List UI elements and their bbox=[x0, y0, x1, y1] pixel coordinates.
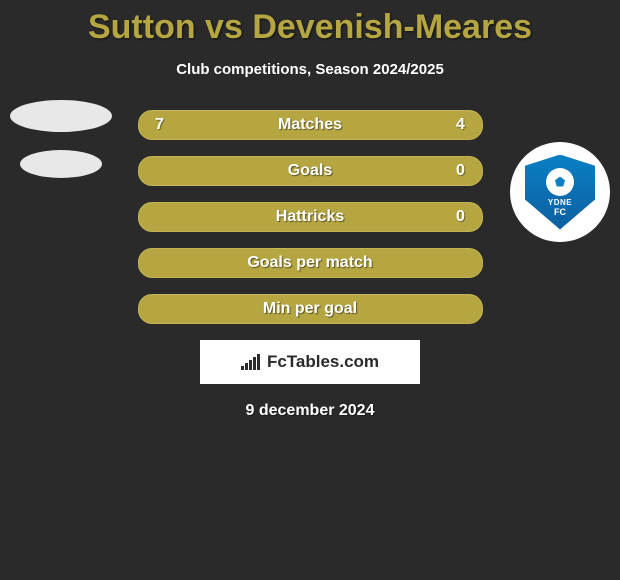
club-badge: YDNE FC bbox=[510, 142, 610, 242]
stat-right-value: 0 bbox=[454, 162, 468, 180]
player-right-badge: YDNE FC bbox=[510, 142, 610, 242]
stat-left-value: 7 bbox=[153, 116, 167, 134]
brand-bar bbox=[249, 360, 252, 370]
stat-label: Matches bbox=[278, 116, 342, 134]
page-subtitle: Club competitions, Season 2024/2025 bbox=[0, 61, 620, 78]
stat-row: Hattricks 0 bbox=[138, 202, 483, 232]
player-left-badge bbox=[10, 100, 110, 200]
brand-bar bbox=[241, 366, 244, 370]
stat-right-value: 0 bbox=[454, 208, 468, 226]
club-fc-text: FC bbox=[554, 207, 566, 217]
comparison-area: YDNE FC 7 Matches 4 Goals 0 Hattricks 0 Goals p… bbox=[0, 110, 620, 420]
stat-rows: 7 Matches 4 Goals 0 Hattricks 0 Goals per match… bbox=[138, 110, 483, 324]
page-title: Sutton vs Devenish-Meares bbox=[0, 8, 620, 47]
stat-label: Goals bbox=[288, 162, 332, 180]
stat-row: Goals per match bbox=[138, 248, 483, 278]
soccer-ball-icon bbox=[546, 168, 574, 196]
brand-box: FcTables.com bbox=[200, 340, 420, 384]
brand-bar bbox=[257, 354, 260, 370]
stat-label: Min per goal bbox=[263, 300, 357, 318]
stat-row: 7 Matches 4 bbox=[138, 110, 483, 140]
bar-chart-icon bbox=[241, 354, 261, 370]
stat-row: Goals 0 bbox=[138, 156, 483, 186]
stat-label: Goals per match bbox=[247, 254, 372, 272]
brand-bar bbox=[253, 357, 256, 370]
club-name-text: YDNE bbox=[548, 198, 572, 207]
stat-row: Min per goal bbox=[138, 294, 483, 324]
date-text: 9 december 2024 bbox=[10, 402, 610, 420]
brand-text: FcTables.com bbox=[267, 352, 379, 372]
stat-label: Hattricks bbox=[276, 208, 344, 226]
club-shield-icon: YDNE FC bbox=[525, 155, 595, 230]
ellipse-shape bbox=[10, 100, 112, 132]
stat-right-value: 4 bbox=[454, 116, 468, 134]
infographic-container: Sutton vs Devenish-Meares Club competiti… bbox=[0, 0, 620, 420]
ellipse-shape bbox=[20, 150, 102, 178]
brand-bar bbox=[245, 363, 248, 370]
